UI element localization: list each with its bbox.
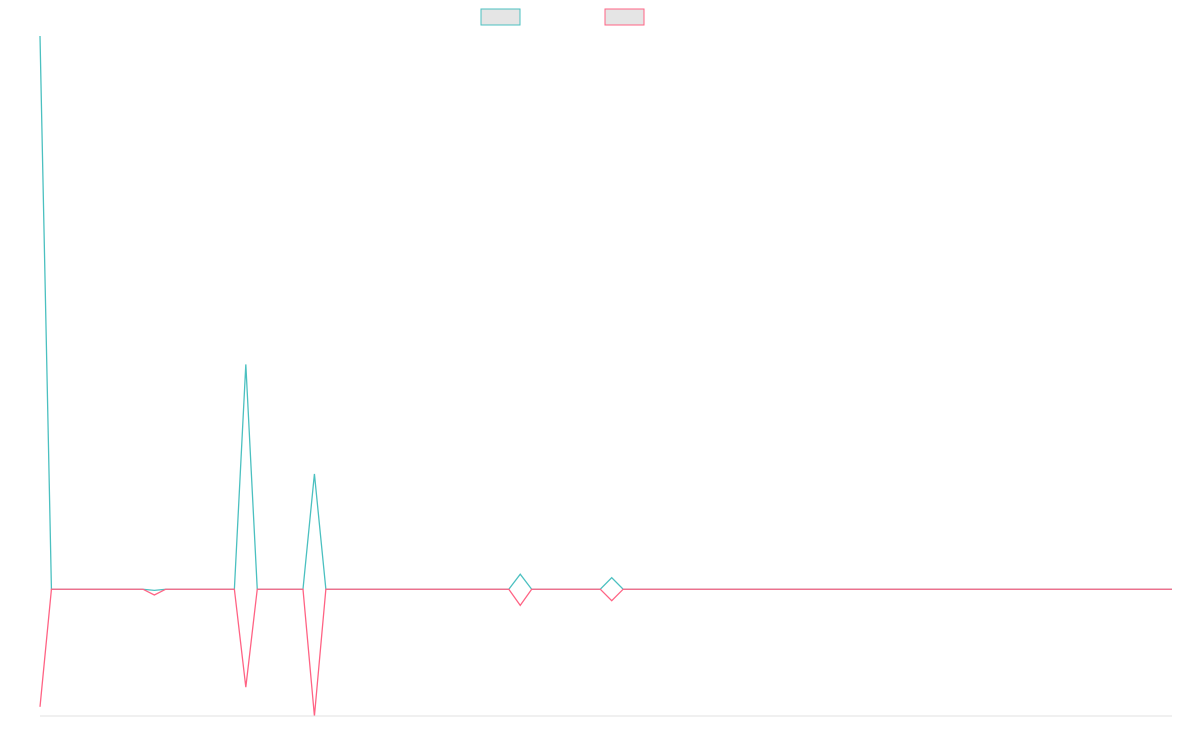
series-layer [39, 35, 1172, 717]
legend-swatch-1[interactable] [480, 8, 521, 26]
legend [480, 8, 645, 26]
series-line-2 [39, 588, 1172, 717]
legend-swatch-2[interactable] [604, 8, 645, 26]
series-line-1 [39, 35, 1172, 592]
